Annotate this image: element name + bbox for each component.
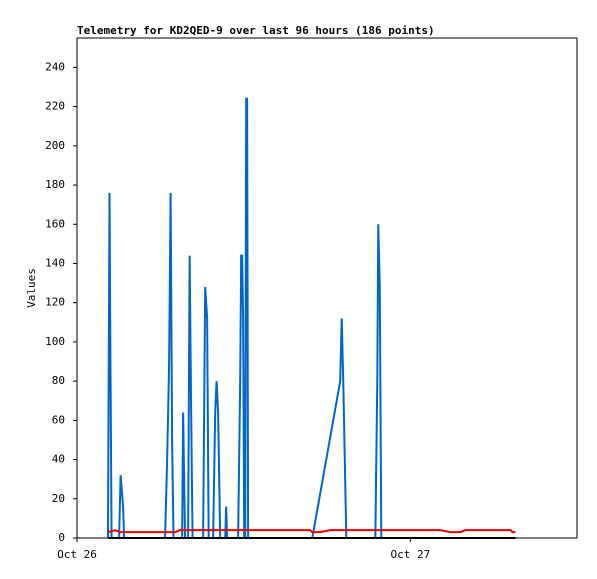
y-tick-label: 60 [52, 413, 65, 426]
chart-title: Telemetry for KD2QED-9 over last 96 hour… [77, 24, 435, 37]
y-tick-label: 120 [45, 296, 65, 309]
y-tick-label: 0 [58, 531, 65, 544]
y-tick-label: 20 [52, 492, 65, 505]
y-tick-label: 160 [45, 217, 65, 230]
y-tick-label: 80 [52, 374, 65, 387]
y-axis-label: Values [25, 268, 38, 308]
y-tick-label: 220 [45, 100, 65, 113]
y-tick-label: 240 [45, 60, 65, 73]
y-tick-label: 40 [52, 453, 65, 466]
y-tick-label: 180 [45, 178, 65, 191]
y-tick-label: 200 [45, 139, 65, 152]
x-tick-label: Oct 27 [390, 548, 430, 561]
x-tick-label: Oct 26 [57, 548, 97, 561]
series-line [107, 529, 516, 534]
y-tick-label: 140 [45, 256, 65, 269]
series-line [106, 97, 383, 539]
y-tick-label: 100 [45, 335, 65, 348]
